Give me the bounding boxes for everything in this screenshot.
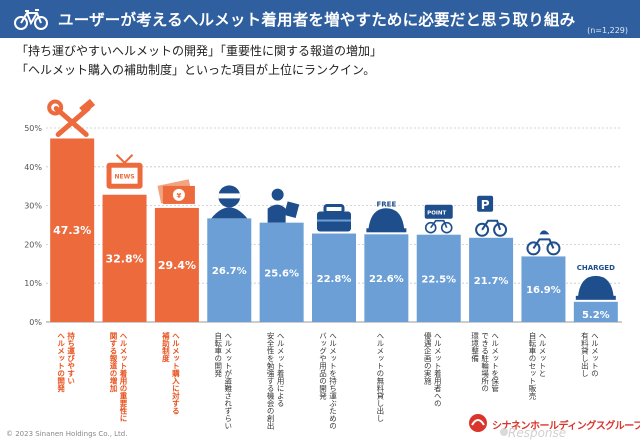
lead-text: 「持ち運びやすいヘルメットの開発」「重要性に関する報道の増加」 「ヘルメット購入… — [16, 42, 382, 80]
category-label: ヘルメット着用者への — [433, 332, 442, 407]
tools-icon — [47, 98, 96, 137]
charged-helmet-icon: CHARGED — [575, 264, 616, 300]
y-tick-label: 40% — [24, 163, 42, 172]
svg-text:POINT: POINT — [427, 211, 446, 217]
category-label: ヘルメットの開発 — [56, 332, 65, 393]
category-label: ヘルメット着用の重要性に — [119, 332, 128, 422]
title-bar: ユーザーが考えるヘルメット着用者を増やすために必要だと思う取り組み (n=1,2… — [0, 0, 640, 38]
category-label: ヘルメットの無料貸し出し — [376, 332, 385, 422]
category-label: 自転車のセット販売 — [528, 331, 537, 401]
sinanen-logo-icon — [469, 414, 487, 432]
bicycle-icon — [14, 9, 48, 30]
category-label: ヘルメットが盗難されずらい — [224, 332, 233, 430]
category-label: 環境整備 — [470, 332, 479, 364]
category-label: バッグや用品の開発 — [318, 332, 327, 401]
y-tick-label: 30% — [24, 202, 42, 211]
category-label: ヘルメット着用による — [276, 332, 285, 407]
helmet-bike-icon — [526, 230, 561, 256]
category-label: 補助制度 — [161, 331, 170, 364]
money-icon: ¥ — [157, 179, 195, 204]
category-label: 有料貸し出し — [580, 331, 589, 378]
category-label: 自転車の開発 — [214, 331, 223, 379]
category-label: 安全性を勉強する機会の創出 — [266, 331, 275, 431]
bar-value-label: 47.3% — [53, 224, 91, 237]
sample-size: (n=1,229) — [587, 26, 628, 35]
page-title: ユーザーが考えるヘルメット着用者を増やすために必要だと思う取り組み — [58, 11, 576, 29]
person-study-icon — [267, 188, 300, 223]
bar — [154, 207, 199, 322]
y-tick-label: 0% — [29, 318, 42, 327]
free-helmet-icon: FREE — [366, 200, 407, 233]
category-label: ヘルメット購入に対する — [171, 332, 180, 415]
category-label: 関する報道の増加 — [109, 331, 118, 394]
bar — [259, 222, 304, 322]
lead-line-1: 「持ち運びやすいヘルメットの開発」「重要性に関する報道の増加」 — [16, 44, 383, 58]
bar-value-label: 16.9% — [526, 285, 561, 296]
bar-value-label: 22.5% — [421, 274, 456, 285]
bar-value-label: 29.4% — [158, 259, 196, 272]
copyright: © 2023 Sinanen Holdings Co., Ltd. — [6, 430, 128, 438]
bar-value-label: 22.8% — [317, 274, 352, 285]
watermark: Response — [508, 426, 567, 440]
bar — [416, 234, 461, 322]
category-label: ヘルメットを保管 — [490, 332, 499, 393]
svg-text:CHARGED: CHARGED — [577, 264, 615, 272]
category-label: ヘルメットと — [538, 332, 547, 377]
y-tick-label: 10% — [24, 279, 42, 288]
bar-value-label: 26.7% — [212, 266, 247, 277]
bar-value-label: 5.2% — [582, 310, 610, 321]
bar — [207, 218, 252, 322]
thief-icon — [211, 185, 248, 219]
bar — [521, 256, 566, 322]
svg-text:P: P — [481, 198, 490, 212]
bar — [469, 237, 514, 322]
bar — [102, 194, 147, 322]
category-label: ヘルメットを持ち運ぶための — [328, 332, 337, 430]
bar — [364, 234, 409, 322]
brand-name: シナネンホールディングスグループ — [492, 421, 640, 432]
bar — [50, 138, 95, 322]
svg-text:FREE: FREE — [376, 200, 396, 208]
bar-value-label: 22.6% — [369, 274, 404, 285]
watermark-dot-icon — [500, 428, 508, 436]
bar — [573, 301, 618, 322]
lead-line-2: 「ヘルメット購入の補助制度」といった項目が上位にランクイン。 — [16, 63, 376, 77]
category-label: 持ち運びやすい — [66, 331, 75, 385]
bar-value-label: 25.6% — [264, 268, 299, 279]
category-label: ヘルメットの — [590, 332, 599, 377]
bar — [312, 233, 356, 322]
point-card-icon: POINT — [424, 204, 453, 234]
y-tick-label: 50% — [24, 124, 42, 133]
category-label: 優遇企画の実施 — [423, 331, 432, 386]
y-tick-label: 20% — [24, 240, 42, 249]
category-label: できる駐輪場所の — [480, 332, 489, 392]
tv-news-icon: NEWS — [106, 154, 143, 189]
bar-value-label: 21.7% — [474, 276, 509, 287]
bar-value-label: 32.8% — [105, 252, 143, 265]
parking-icon: P — [475, 195, 508, 237]
bag-icon — [317, 204, 351, 232]
svg-text:¥: ¥ — [176, 192, 181, 200]
svg-text:NEWS: NEWS — [115, 174, 135, 181]
